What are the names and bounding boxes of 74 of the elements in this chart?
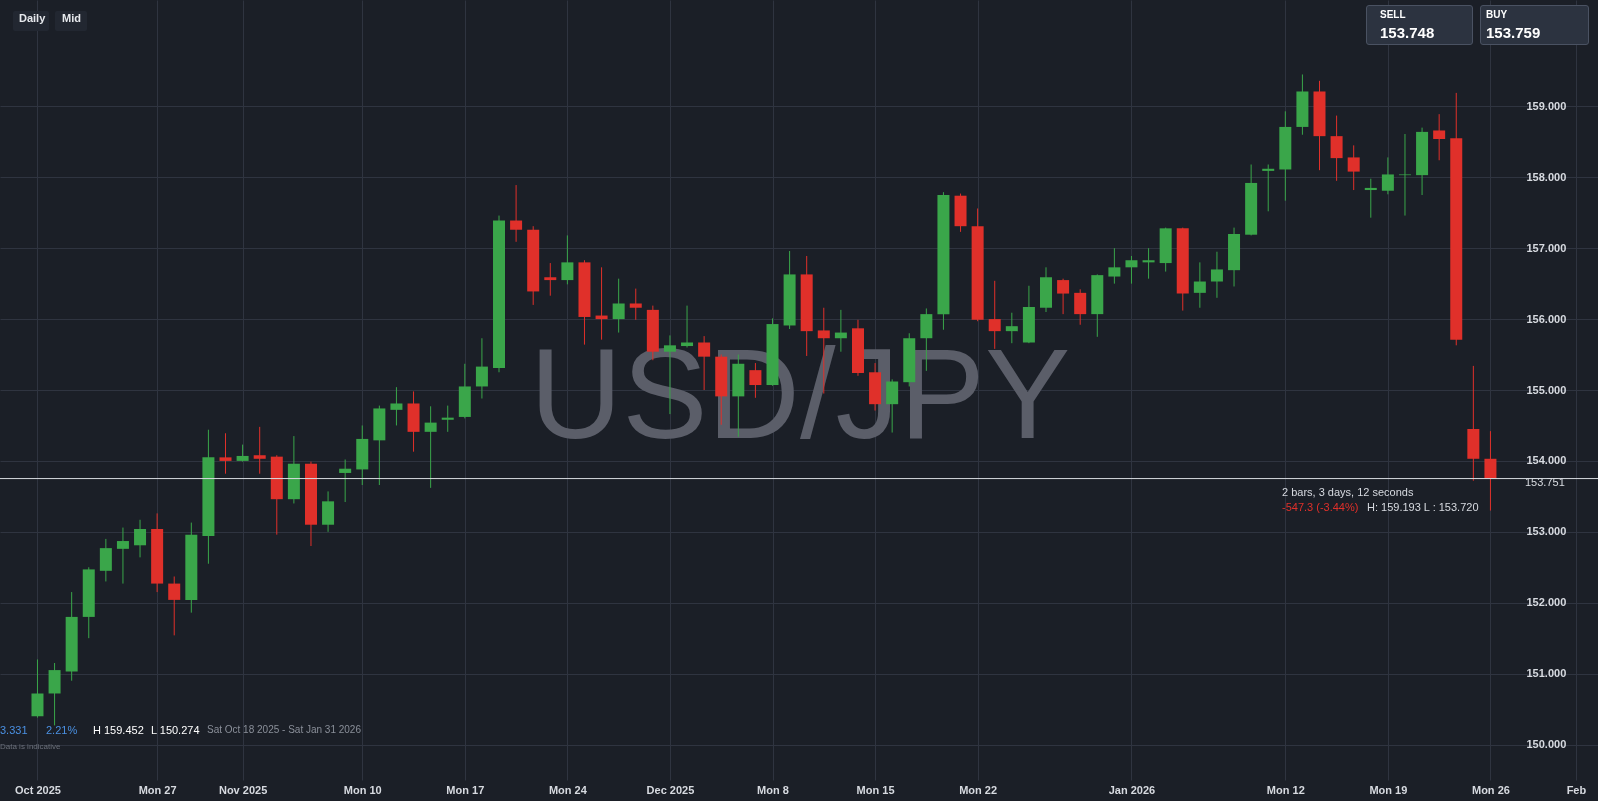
candlestick — [1398, 133, 1411, 217]
candlestick — [1330, 115, 1343, 182]
candlestick — [441, 405, 454, 433]
candlestick — [1193, 261, 1206, 309]
x-tick-label: Mon 27 — [138, 783, 177, 796]
annotation: 2.21% — [46, 724, 78, 736]
annotation: 153.748 — [1380, 24, 1435, 41]
candlestick — [475, 337, 488, 400]
candlestick — [1142, 247, 1155, 280]
candlestick — [1484, 430, 1497, 512]
x-tick-label: Mon 19 — [1369, 783, 1408, 796]
candlestick — [1074, 288, 1087, 326]
annotation: Sat Oct 18 2025 - Sat Jan 31 2026 — [207, 724, 361, 735]
candlestick — [1057, 278, 1070, 315]
y-tick-label: 153.000 — [1526, 525, 1567, 538]
candlestick — [390, 386, 403, 426]
x-tick-label: Jan 2026 — [1108, 783, 1156, 796]
candlestick — [629, 288, 642, 321]
x-tick-label: Nov 2025 — [218, 783, 268, 796]
candlestick — [134, 519, 147, 558]
candlestick — [510, 184, 523, 243]
candlestick — [1347, 144, 1360, 191]
candlestick — [1108, 247, 1121, 285]
candlestick — [253, 426, 266, 475]
candlestick — [1125, 255, 1138, 285]
candlestick — [219, 432, 232, 475]
y-tick-label: 157.000 — [1526, 241, 1567, 254]
y-tick-label: 154.000 — [1526, 454, 1567, 467]
candlestick — [1364, 178, 1377, 219]
y-tick-label: 155.000 — [1526, 383, 1567, 396]
annotation: 153.759 — [1486, 24, 1541, 41]
annotation: H: 159.193 L : 153.720 — [1367, 501, 1479, 513]
x-tick-label: Mon 24 — [548, 783, 588, 796]
x-tick-label: Mon 8 — [757, 783, 789, 796]
y-tick-label: 158.000 — [1526, 170, 1567, 183]
annotation: H 159.452 — [93, 724, 144, 736]
candlestick — [544, 262, 557, 297]
candlestick — [1381, 156, 1394, 195]
y-tick-label: 150.000 — [1526, 738, 1567, 751]
candlestick — [48, 662, 61, 726]
x-tick-label: Mon 26 — [1471, 783, 1510, 796]
x-tick-label: Mon 17 — [446, 783, 485, 796]
y-tick-label: 156.000 — [1526, 312, 1567, 325]
y-tick-label: 159.000 — [1526, 99, 1567, 112]
candlestick — [99, 538, 112, 582]
text: 3.331 — [0, 724, 28, 736]
ref-line-label: 153.751 — [1525, 475, 1565, 488]
x-tick-label: Mon 10 — [343, 783, 382, 796]
annotation: SELL — [1380, 9, 1406, 20]
annotation: Daily — [19, 12, 46, 24]
y-tick-label: 152.000 — [1526, 596, 1567, 609]
candlestick — [116, 527, 129, 585]
candlestick — [1262, 164, 1275, 212]
annotation: BUY — [1486, 9, 1508, 20]
candlestick — [168, 575, 181, 636]
candlestick — [1210, 251, 1223, 299]
x-tick-label: Mon 22 — [959, 783, 998, 796]
annotation: L 150.274 — [151, 724, 200, 736]
candlestick — [612, 278, 625, 334]
annotation: Mid — [62, 12, 81, 24]
candlestick — [1433, 113, 1446, 161]
candlestick — [561, 234, 574, 285]
x-tick-label: Feb — [1566, 783, 1587, 796]
x-tick-label: Mon 15 — [856, 783, 895, 796]
candlestick — [31, 658, 44, 719]
candlestick — [322, 490, 335, 533]
x-tick-label: Oct 2025 — [15, 783, 61, 796]
candlestick — [339, 458, 352, 503]
annotation: -547.3 (-3.44%) — [1282, 501, 1359, 513]
x-tick-label: Dec 2025 — [646, 783, 695, 796]
candlestick — [424, 405, 437, 489]
x-tick-label: Mon 12 — [1266, 783, 1305, 796]
y-tick-label: 151.000 — [1526, 667, 1567, 680]
annotation: 2 bars, 3 days, 12 seconds — [1282, 486, 1414, 498]
